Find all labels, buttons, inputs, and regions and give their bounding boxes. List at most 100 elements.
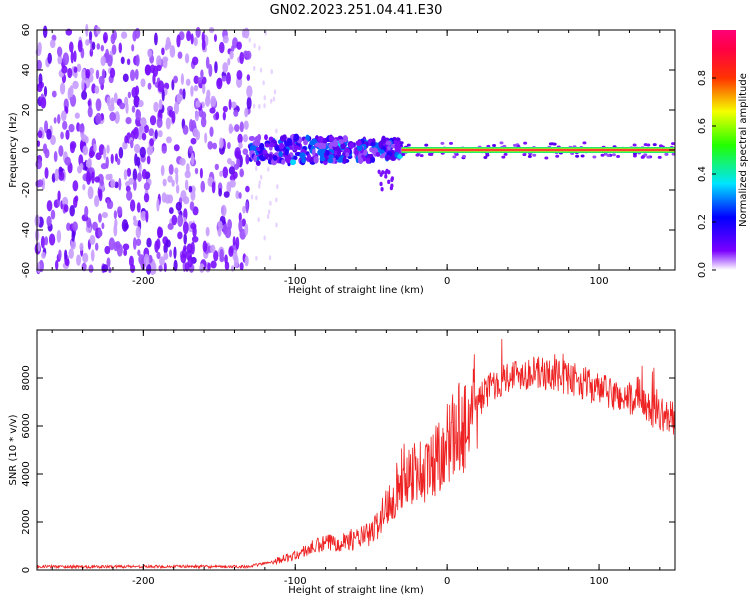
spectrogram-cell (190, 241, 195, 255)
spectrogram-cell (243, 120, 249, 130)
spectrogram-cell (207, 141, 214, 150)
spectrogram-cell (222, 223, 228, 235)
spectrogram-cell (415, 153, 420, 157)
spectrogram-cell (270, 69, 273, 75)
spectrogram-cell (342, 156, 347, 164)
spectrogram-cell (70, 239, 76, 250)
spectrogram-cell (246, 96, 252, 110)
spectrogram-cell (183, 196, 190, 205)
spectrogram-cell (276, 184, 279, 190)
spectrogram-cell (215, 111, 220, 120)
spectrogram-cell (195, 100, 201, 108)
spectrogram-cell (213, 34, 217, 42)
spectrogram-cell (327, 157, 334, 164)
spectrogram-cell (378, 149, 385, 154)
spectrogram-cell (103, 147, 107, 160)
spectrogram-cell (245, 185, 250, 193)
spectrogram-cell (68, 248, 74, 259)
spectrogram-cell (69, 204, 75, 217)
spectrogram-cell (492, 144, 497, 148)
spectrogram-cell (158, 99, 163, 110)
spectrogram-cell (664, 152, 669, 156)
spectrogram-cell (101, 222, 105, 230)
spectrogram-cell (204, 132, 208, 144)
spectrogram-cell (235, 236, 240, 250)
spectrogram-cell (322, 137, 328, 144)
spectrogram-x-tick-label: 100 (590, 276, 609, 287)
spectrogram-cell (227, 157, 232, 165)
spectrogram-cell (126, 58, 131, 66)
spectrogram-cell (156, 198, 160, 212)
spectrogram-cell (171, 214, 178, 226)
spectrogram-cell (268, 153, 273, 160)
spectrogram-cell (37, 179, 44, 187)
spectrogram-cell (237, 133, 243, 144)
spectrogram-cell (603, 152, 608, 156)
snr-y-tick-label: 6000 (21, 413, 32, 438)
spectrogram-cell (173, 144, 180, 152)
spectrogram-cell (235, 190, 240, 200)
colorbar-label: Normalized spectral amplitude (738, 73, 749, 227)
spectrogram-cell (616, 155, 621, 159)
spectrogram-cell (284, 156, 291, 164)
spectrogram-cell (275, 222, 278, 228)
spectrogram-cell (246, 74, 251, 81)
spectrogram-y-tick-label: -40 (21, 222, 32, 238)
spectrogram-cell (186, 30, 192, 42)
spectrogram-cell (146, 263, 152, 275)
spectrogram-cell (53, 150, 58, 163)
spectrogram-cell (44, 236, 49, 246)
spectrogram-cell (191, 235, 199, 243)
spectrogram-cell (255, 195, 258, 201)
spectrogram-cell (381, 170, 385, 175)
spectrogram-cell (44, 148, 50, 159)
spectrogram-cell (384, 170, 388, 175)
spectrogram-cell (190, 85, 194, 97)
colorbar-ticks: 0.0 0.2 0.4 0.6 0.8 (697, 70, 716, 278)
spectrogram-cell (652, 143, 657, 147)
spectrogram-cell (209, 126, 214, 137)
spectrogram-cell (212, 142, 218, 150)
spectrogram-cell (236, 41, 242, 50)
spectrogram-cell (58, 145, 64, 157)
spectrogram-cell (317, 135, 324, 143)
spectrogram-cell (95, 112, 102, 125)
spectrogram-cell (76, 254, 82, 266)
spectrogram-cell (46, 200, 53, 212)
spectrogram-cell (230, 265, 235, 272)
spectrogram-cell (72, 80, 79, 90)
spectrogram-cell (38, 73, 43, 86)
spectrogram-cell (176, 34, 181, 48)
spectrogram-cell (101, 211, 109, 219)
spectrogram-cell (165, 117, 171, 130)
spectrogram-cell (440, 141, 445, 145)
spectrogram-cell (345, 152, 350, 158)
spectrogram-cell (220, 204, 227, 217)
spectrogram-cell (632, 152, 637, 156)
spectrogram-cell (184, 170, 191, 179)
spectrogram-cell (42, 25, 48, 38)
spectrogram-cell (552, 142, 557, 146)
colorbar-gradient (712, 30, 736, 270)
spectrogram-cell (94, 176, 100, 183)
spectrogram-cell (229, 50, 234, 60)
spectrogram-cell (156, 55, 162, 68)
spectrogram-y-tick-label: 20 (21, 104, 32, 117)
spectrogram-cell (130, 264, 136, 273)
spectrogram-cell (55, 259, 59, 270)
spectrogram-cell (127, 91, 132, 99)
spectrogram-cell (108, 237, 115, 251)
spectrogram-cell (123, 169, 128, 181)
spectrogram-cell (50, 209, 56, 220)
spectrogram-cell (175, 201, 182, 211)
spectrogram-cell (379, 181, 383, 187)
spectrogram-cell (136, 202, 141, 213)
colorbar-tick-label: 0.8 (697, 70, 708, 86)
spectrogram-cell (132, 168, 138, 182)
spectrogram-cell (56, 114, 61, 124)
spectrogram-cell (259, 142, 265, 151)
spectrogram-cell (342, 135, 349, 143)
snr-x-tick-label: 0 (444, 576, 450, 587)
spectrogram-cell (394, 143, 401, 152)
spectrogram-cell (253, 43, 256, 49)
